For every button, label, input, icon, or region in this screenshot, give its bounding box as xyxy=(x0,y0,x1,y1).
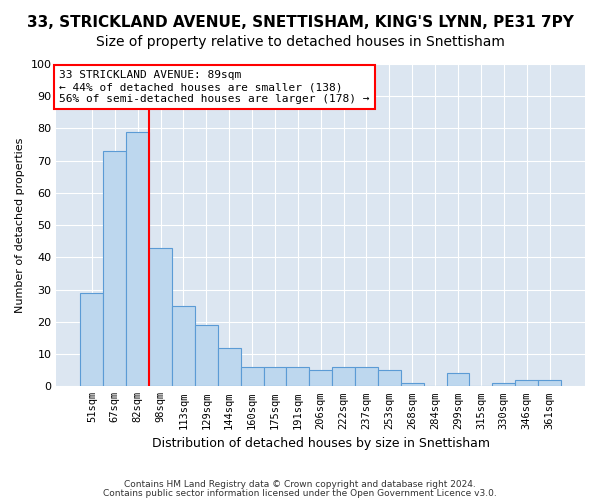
Text: Size of property relative to detached houses in Snettisham: Size of property relative to detached ho… xyxy=(95,35,505,49)
Text: 33 STRICKLAND AVENUE: 89sqm
← 44% of detached houses are smaller (138)
56% of se: 33 STRICKLAND AVENUE: 89sqm ← 44% of det… xyxy=(59,70,370,104)
Text: Contains public sector information licensed under the Open Government Licence v3: Contains public sector information licen… xyxy=(103,490,497,498)
Bar xyxy=(355,367,378,386)
Bar xyxy=(241,367,263,386)
Bar xyxy=(286,367,309,386)
Bar xyxy=(149,248,172,386)
Bar xyxy=(515,380,538,386)
Bar xyxy=(80,293,103,386)
Text: Contains HM Land Registry data © Crown copyright and database right 2024.: Contains HM Land Registry data © Crown c… xyxy=(124,480,476,489)
Bar xyxy=(103,151,126,386)
Y-axis label: Number of detached properties: Number of detached properties xyxy=(15,138,25,313)
X-axis label: Distribution of detached houses by size in Snettisham: Distribution of detached houses by size … xyxy=(152,437,490,450)
Bar xyxy=(332,367,355,386)
Bar xyxy=(401,383,424,386)
Bar xyxy=(538,380,561,386)
Bar xyxy=(172,306,195,386)
Bar xyxy=(263,367,286,386)
Text: 33, STRICKLAND AVENUE, SNETTISHAM, KING'S LYNN, PE31 7PY: 33, STRICKLAND AVENUE, SNETTISHAM, KING'… xyxy=(26,15,574,30)
Bar xyxy=(446,374,469,386)
Bar xyxy=(218,348,241,387)
Bar xyxy=(493,383,515,386)
Bar xyxy=(126,132,149,386)
Bar xyxy=(309,370,332,386)
Bar xyxy=(378,370,401,386)
Bar xyxy=(195,325,218,386)
